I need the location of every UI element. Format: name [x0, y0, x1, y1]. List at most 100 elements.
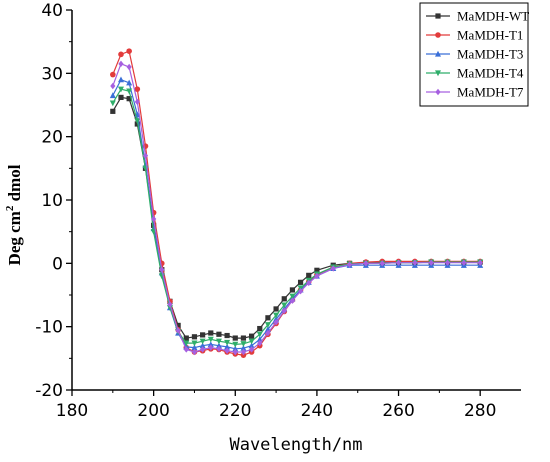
y-tick-label: 20 [41, 128, 63, 148]
data-point [297, 279, 304, 285]
data-point [151, 215, 157, 223]
data-point [273, 306, 279, 312]
data-point [126, 48, 132, 54]
data-point [248, 342, 255, 349]
data-point [249, 333, 255, 339]
data-point [134, 86, 141, 92]
y-tick-label: 0 [52, 254, 63, 274]
y-axis-title-suffix: dmol [5, 164, 24, 205]
data-point [134, 98, 140, 106]
data-point [232, 348, 238, 356]
data-point [200, 332, 206, 338]
y-axis-title: Deg cm2 dmol [4, 164, 24, 265]
data-point [175, 327, 181, 334]
data-point [232, 341, 239, 348]
y-tick-label: -10 [35, 318, 63, 338]
data-point [191, 334, 198, 340]
data-point [264, 322, 271, 328]
y-axis-title-prefix: Deg cm [5, 211, 24, 265]
data-point [273, 319, 279, 326]
x-tick-label: 260 [382, 401, 414, 421]
data-point [256, 331, 263, 338]
data-point [314, 272, 320, 280]
x-tick-label: 280 [464, 401, 496, 421]
legend-label: MaMDH-T4 [457, 66, 524, 81]
legend-label: MaMDH-T3 [457, 47, 523, 62]
data-point [289, 293, 296, 300]
data-point [208, 344, 214, 351]
data-point [224, 347, 230, 354]
data-point [199, 342, 206, 349]
data-point [297, 288, 304, 295]
ticks-layer: 180 200 220 240 260 280 -20 -10 0 10 20 30 40 [35, 1, 496, 421]
data-point [257, 339, 263, 347]
data-point [306, 279, 312, 287]
data-point [265, 329, 271, 337]
legend: MaMDH-WT MaMDH-T1 MaMDH-T3 MaMDH-T4 MaMDH-T7 [419, 2, 529, 107]
data-point [461, 259, 467, 266]
series-mamdh-t3 [109, 76, 484, 352]
x-tick-label: 200 [137, 401, 169, 421]
data-point [199, 338, 206, 345]
data-point [216, 345, 222, 353]
data-point [232, 335, 238, 341]
data-point [428, 259, 434, 266]
legend-label: MaMDH-WT [457, 9, 529, 24]
data-point [216, 331, 222, 337]
data-point [281, 302, 288, 309]
data-point [346, 261, 353, 268]
data-point [159, 266, 165, 273]
data-point [109, 100, 116, 107]
data-point [249, 346, 255, 353]
x-tick-label: 220 [219, 401, 251, 421]
data-point [289, 287, 296, 293]
data-point [257, 325, 263, 332]
legend-swatch-marker [435, 32, 441, 38]
data-point [191, 348, 198, 356]
data-point [289, 297, 296, 304]
data-point [281, 296, 287, 302]
data-point [142, 152, 149, 159]
data-point [224, 343, 231, 350]
y-tick-label: -20 [35, 381, 63, 401]
data-point [110, 108, 116, 114]
series-mamdh-t4 [109, 86, 484, 348]
data-point [117, 76, 124, 83]
data-point [207, 336, 214, 343]
data-point [118, 51, 124, 58]
data-point [412, 259, 418, 266]
data-point [134, 118, 141, 125]
data-point [306, 272, 312, 278]
data-point [117, 86, 124, 93]
data-point [273, 312, 280, 319]
data-point [224, 332, 230, 339]
series-mamdh-t7 [110, 60, 483, 356]
data-point [395, 259, 402, 266]
data-point [215, 338, 222, 345]
data-point [110, 82, 116, 90]
data-point [126, 88, 133, 95]
x-axis-title: Wavelength/nm [229, 435, 362, 455]
data-point [126, 96, 132, 102]
data-point [240, 345, 247, 351]
data-point [183, 335, 189, 341]
data-point [232, 345, 239, 352]
data-point [118, 94, 124, 100]
data-point [207, 341, 214, 347]
data-point [240, 335, 247, 341]
data-point [215, 342, 222, 349]
data-point [208, 330, 214, 336]
legend-label: MaMDH-T1 [457, 28, 523, 43]
data-point [477, 259, 483, 266]
series-line [112, 78, 481, 350]
series-layer [109, 48, 484, 358]
data-point [224, 339, 231, 346]
y-tick-label: 30 [41, 64, 63, 84]
y-axis-title-superscript: 2 [4, 205, 16, 211]
y-tick-label: 40 [41, 1, 63, 21]
data-point [281, 307, 287, 315]
data-point [167, 301, 173, 308]
x-tick-label: 240 [301, 401, 333, 421]
data-point [314, 267, 320, 273]
